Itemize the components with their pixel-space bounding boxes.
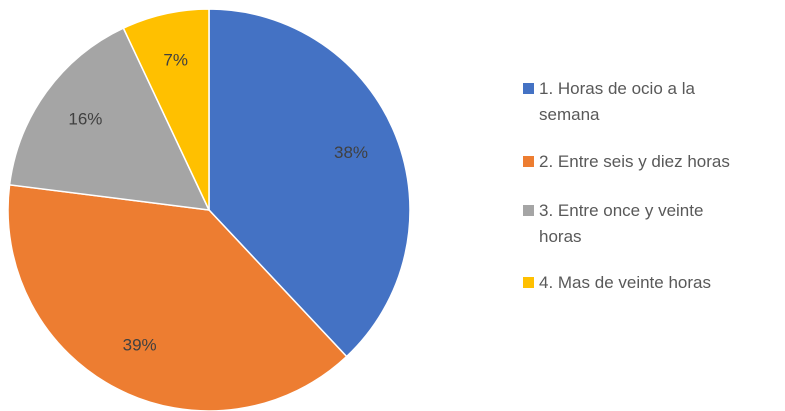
data-label: 38% [334, 143, 368, 162]
data-label: 16% [68, 110, 102, 129]
legend-label: 4. Mas de veinte horas [539, 273, 711, 292]
pie-slice [208, 8, 411, 358]
legend-swatch [523, 205, 534, 216]
legend-swatch [523, 277, 534, 288]
legend-swatch [523, 156, 534, 167]
data-label: 7% [163, 50, 188, 69]
pie-slice [7, 183, 348, 411]
legend-label: 3. Entre once y veinte horas [539, 201, 704, 246]
pie-slice [8, 27, 211, 211]
pie-slice [122, 8, 210, 211]
data-label: 39% [123, 336, 157, 355]
legend-item: 3. Entre once y veinte horas [523, 198, 749, 250]
legend: 1. Horas de ocio a la semana 2. Entre sei… [523, 76, 783, 296]
legend-label: 2. Entre seis y diez horas [539, 152, 730, 171]
legend-item: 1. Horas de ocio a la semana [523, 76, 749, 128]
legend-item: 4. Mas de veinte horas [523, 270, 783, 296]
legend-label: 1. Horas de ocio a la semana [539, 79, 695, 124]
legend-swatch [523, 83, 534, 94]
legend-item: 2. Entre seis y diez horas [523, 149, 783, 175]
